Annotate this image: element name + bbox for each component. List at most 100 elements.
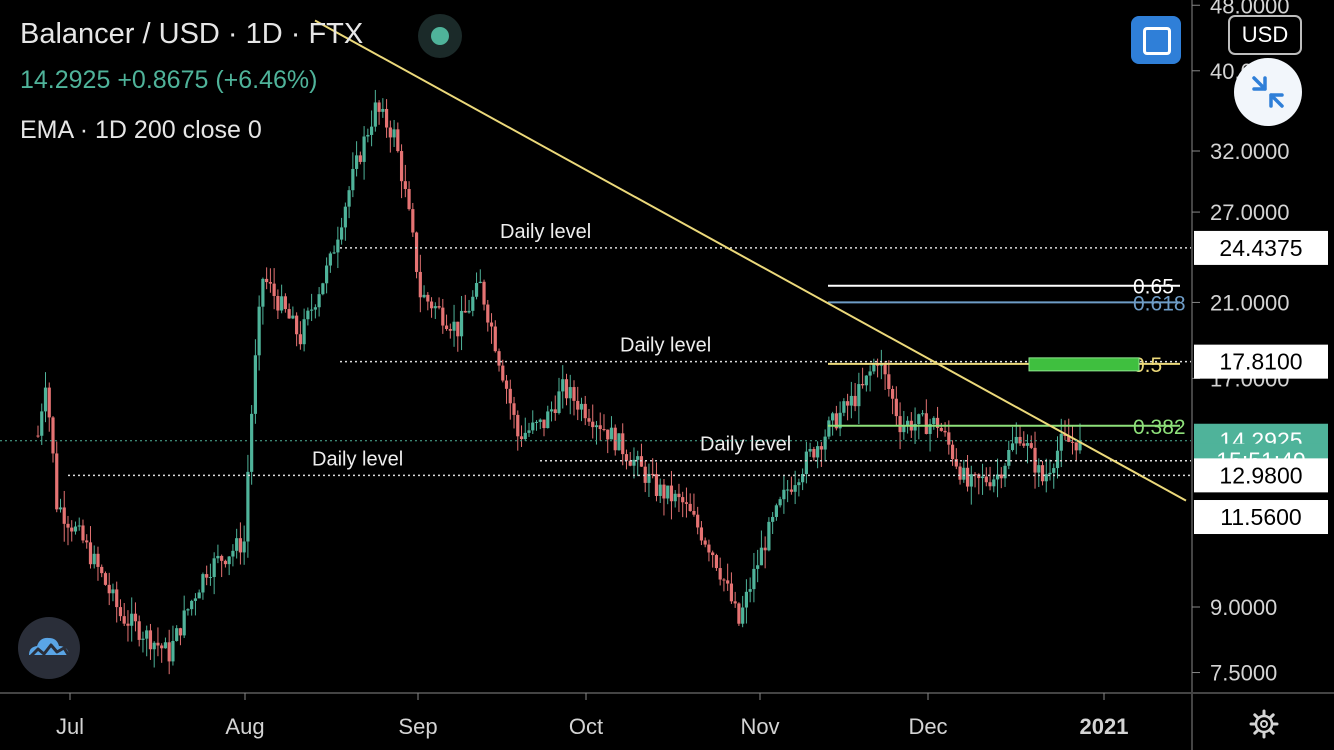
- candle-body: [804, 451, 808, 475]
- candle-body: [452, 321, 456, 331]
- candle-body: [564, 379, 569, 399]
- candle-body: [426, 294, 430, 302]
- candle-body: [51, 417, 55, 454]
- candle-body: [602, 429, 606, 431]
- time-tick-label: Jul: [56, 714, 84, 739]
- candle-body: [317, 294, 321, 308]
- candle-body: [115, 589, 119, 608]
- candle-body: [178, 628, 183, 636]
- tradingview-logo-button[interactable]: [18, 617, 80, 679]
- price-badge: [1194, 458, 1328, 493]
- candle-body: [778, 499, 782, 506]
- candle-body: [1055, 450, 1060, 469]
- candle-body: [47, 387, 51, 418]
- candle-body: [965, 467, 970, 487]
- currency-button[interactable]: USD: [1228, 15, 1302, 55]
- candle-body: [141, 638, 145, 640]
- candle-body: [808, 449, 812, 452]
- price-tick-label: 48.0000: [1210, 0, 1290, 18]
- candle-body: [609, 427, 614, 440]
- candle-body: [441, 307, 445, 326]
- candle-body: [459, 310, 464, 337]
- candle-body: [265, 278, 269, 283]
- candle-body: [834, 413, 838, 429]
- candle-body: [549, 409, 554, 412]
- candle-body: [823, 436, 827, 450]
- candle-body: [771, 516, 775, 522]
- candle-body: [306, 310, 310, 320]
- candle-body: [868, 371, 872, 376]
- candle-body: [812, 449, 816, 458]
- candle-body: [414, 232, 419, 272]
- candle-body: [538, 419, 542, 422]
- candle-body: [920, 413, 925, 415]
- candle-body: [624, 454, 629, 461]
- candle-body: [1067, 436, 1071, 442]
- collapse-arrows-icon: [1252, 76, 1284, 108]
- candle-body: [448, 329, 452, 331]
- candle-body: [606, 429, 610, 440]
- candle-body: [351, 168, 355, 191]
- candle-body: [887, 374, 891, 389]
- candle-body: [654, 474, 659, 496]
- trendline[interactable]: [314, 19, 1187, 502]
- candle-body: [336, 239, 340, 253]
- candle-body: [36, 435, 40, 437]
- collapse-button[interactable]: [1234, 58, 1302, 126]
- candle-body: [894, 398, 898, 417]
- cloud-logo-icon: [29, 637, 71, 658]
- candle-body: [100, 566, 104, 574]
- candle-body: [703, 540, 707, 545]
- candle-body: [531, 422, 535, 431]
- candle-body: [992, 479, 996, 487]
- fib-zone: [1028, 357, 1140, 372]
- gear-icon[interactable]: [1248, 708, 1280, 740]
- candle-body: [81, 525, 85, 541]
- candle-body: [861, 384, 865, 386]
- candle-body: [718, 568, 722, 580]
- candle-body: [1074, 442, 1078, 451]
- candle-body: [928, 424, 932, 434]
- candle-body: [66, 523, 70, 528]
- candle-body: [587, 418, 591, 422]
- candle-body: [276, 296, 280, 311]
- candle-body: [924, 413, 928, 434]
- candle-body: [340, 227, 344, 240]
- candle-body: [943, 430, 947, 433]
- candle-body: [261, 278, 265, 307]
- candle-body: [733, 601, 737, 604]
- candle-body: [268, 282, 272, 284]
- candle-body: [118, 607, 123, 617]
- candle-body: [793, 485, 797, 492]
- symbol-title[interactable]: Balancer / USD · 1D · FTX: [20, 18, 364, 50]
- candle-body: [291, 315, 295, 319]
- candle-body: [883, 363, 887, 375]
- candle-body: [463, 310, 467, 313]
- price-badge-label: 24.4375: [1219, 235, 1302, 261]
- candle-body: [1025, 443, 1030, 446]
- candle-body: [137, 621, 141, 640]
- candle-body: [782, 489, 786, 500]
- candle-body: [1078, 440, 1082, 451]
- candle-body: [561, 379, 565, 392]
- candle-body: [849, 395, 853, 406]
- candle-body: [354, 155, 359, 169]
- candle-body: [542, 419, 546, 429]
- candle-body: [433, 306, 437, 309]
- candle-body: [744, 591, 749, 608]
- candle-body: [767, 521, 771, 551]
- indicator-legend[interactable]: EMA · 1D 200 close 0: [20, 116, 262, 144]
- candle-body: [759, 547, 764, 566]
- candle-body: [583, 403, 587, 419]
- candle-body: [643, 466, 647, 483]
- candle-body: [576, 400, 580, 410]
- candle-body: [471, 296, 475, 311]
- candle-body: [193, 598, 198, 601]
- fullscreen-button[interactable]: [1131, 16, 1181, 64]
- candle-body: [73, 526, 78, 532]
- candle-body: [205, 574, 209, 578]
- candle-body: [913, 424, 917, 431]
- candle-body: [632, 459, 636, 466]
- candle-body: [411, 209, 415, 233]
